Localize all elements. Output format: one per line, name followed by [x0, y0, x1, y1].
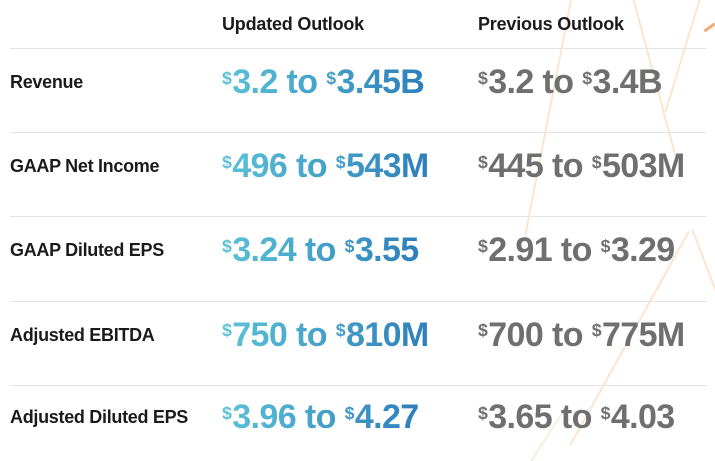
- previous-value-cell: $3.2 to $3.4B: [478, 48, 707, 132]
- metric-label: GAAP Net Income: [10, 132, 222, 216]
- metric-label: Revenue: [10, 48, 222, 132]
- updated-outlook-header: Updated Outlook: [222, 13, 364, 34]
- metric-label: Adjusted Diluted EPS: [10, 384, 222, 461]
- updated-value: $3.2 to $3.45B: [222, 63, 425, 102]
- previous-value-cell: $700 to $775M: [478, 300, 707, 385]
- updated-value-cell: $750 to $810M: [222, 300, 478, 385]
- previous-value-cell: $2.91 to $3.29: [478, 216, 707, 300]
- previous-value: $700 to $775M: [478, 315, 685, 354]
- previous-value-cell: $445 to $503M: [478, 132, 707, 216]
- previous-value: $445 to $503M: [478, 147, 685, 186]
- updated-value-cell: $496 to $543M: [222, 132, 478, 216]
- previous-value: $3.65 to $4.03: [478, 397, 675, 436]
- updated-value: $496 to $543M: [222, 147, 429, 186]
- updated-value-cell: $3.96 to $4.27: [222, 384, 478, 461]
- updated-value-cell: $3.2 to $3.45B: [222, 48, 478, 132]
- updated-value-cell: $3.24 to $3.55: [222, 216, 478, 300]
- updated-value: $3.24 to $3.55: [222, 231, 419, 270]
- previous-value: $2.91 to $3.29: [478, 231, 675, 270]
- previous-outlook-header: Previous Outlook: [478, 13, 624, 34]
- updated-value: $3.96 to $4.27: [222, 397, 419, 436]
- previous-value: $3.2 to $3.4B: [478, 63, 663, 102]
- updated-value: $750 to $810M: [222, 315, 429, 354]
- metric-column-header: [10, 0, 222, 48]
- metric-label: GAAP Diluted EPS: [10, 216, 222, 300]
- previous-value-cell: $3.65 to $4.03: [478, 384, 707, 461]
- metric-label: Adjusted EBITDA: [10, 300, 222, 385]
